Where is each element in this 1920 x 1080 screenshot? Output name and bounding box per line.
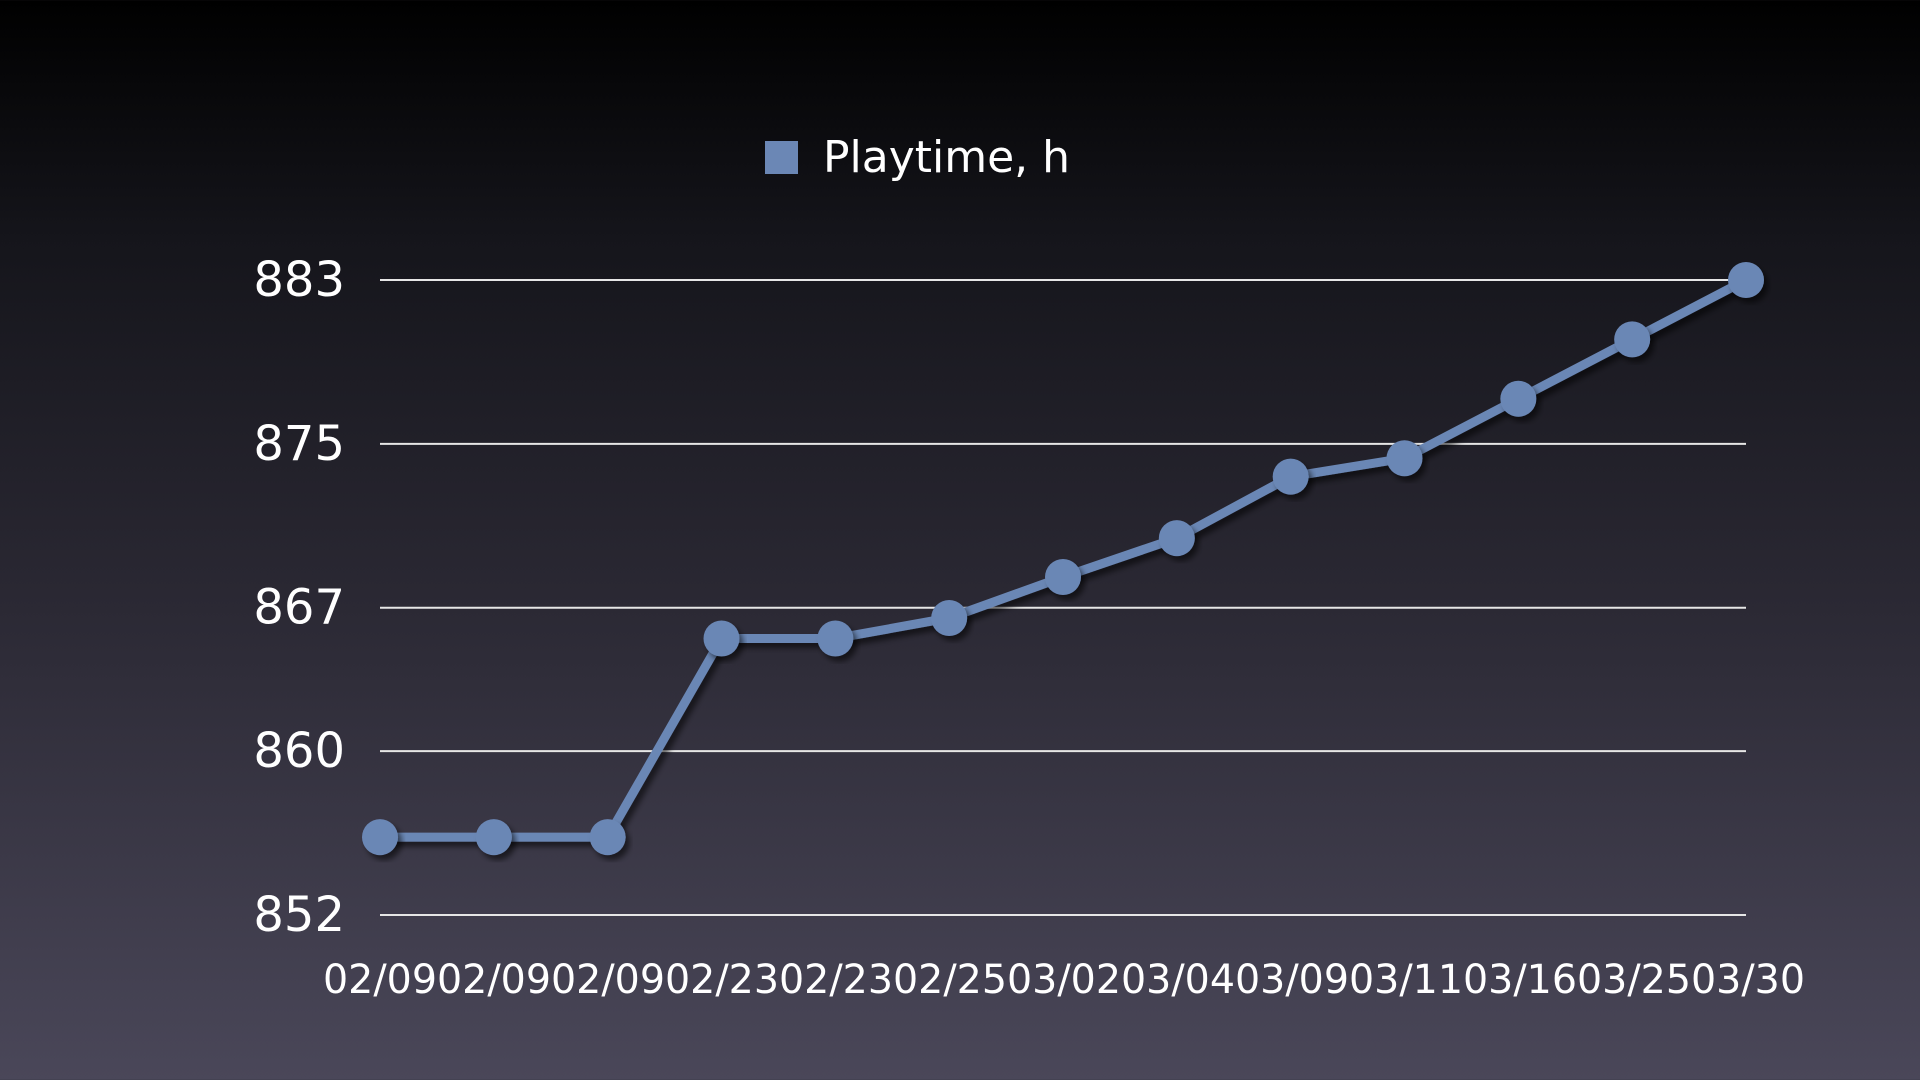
data-point <box>1500 380 1537 417</box>
x-tick-label: 03/11 <box>1349 957 1463 1003</box>
x-axis-tick-labels: 02/09 02/09 02/09 02/23 02/23 02/25 03/02 03/04… <box>323 957 1805 1003</box>
data-point <box>1386 440 1423 477</box>
data-point <box>475 819 512 856</box>
y-tick-label: 867 <box>253 580 345 636</box>
legend: Playtime, h <box>765 132 1070 183</box>
y-tick-label: 883 <box>253 252 345 308</box>
x-tick-label: 02/23 <box>665 957 779 1003</box>
data-point <box>1614 321 1651 358</box>
x-tick-label: 03/09 <box>1235 957 1349 1003</box>
data-point <box>362 819 398 856</box>
x-tick-label: 02/09 <box>437 957 551 1003</box>
data-point <box>589 819 626 856</box>
series-line <box>375 275 1751 842</box>
y-axis-tick-labels: 852 860 867 875 883 <box>253 252 345 943</box>
x-tick-label: 02/25 <box>893 957 1007 1003</box>
x-tick-label: 02/09 <box>323 957 437 1003</box>
x-tick-label: 03/04 <box>1121 957 1235 1003</box>
series-playtime <box>362 262 1764 856</box>
x-tick-label: 02/09 <box>551 957 665 1003</box>
data-point <box>1272 458 1309 495</box>
data-point <box>817 620 854 657</box>
y-tick-label: 875 <box>253 416 345 472</box>
y-tick-label: 852 <box>253 887 345 943</box>
x-tick-label: 03/02 <box>1007 957 1121 1003</box>
legend-label: Playtime, h <box>823 132 1070 183</box>
x-tick-label: 03/30 <box>1691 957 1805 1003</box>
x-tick-label: 03/16 <box>1463 957 1577 1003</box>
data-point <box>1045 559 1081 596</box>
legend-swatch <box>765 141 798 174</box>
data-point <box>703 620 740 657</box>
y-tick-label: 860 <box>253 723 345 779</box>
x-tick-label: 03/25 <box>1577 957 1691 1003</box>
data-point <box>931 599 968 636</box>
gridlines <box>380 279 1746 916</box>
data-point <box>1728 262 1764 298</box>
x-tick-label: 02/23 <box>779 957 893 1003</box>
data-point <box>1158 520 1195 557</box>
